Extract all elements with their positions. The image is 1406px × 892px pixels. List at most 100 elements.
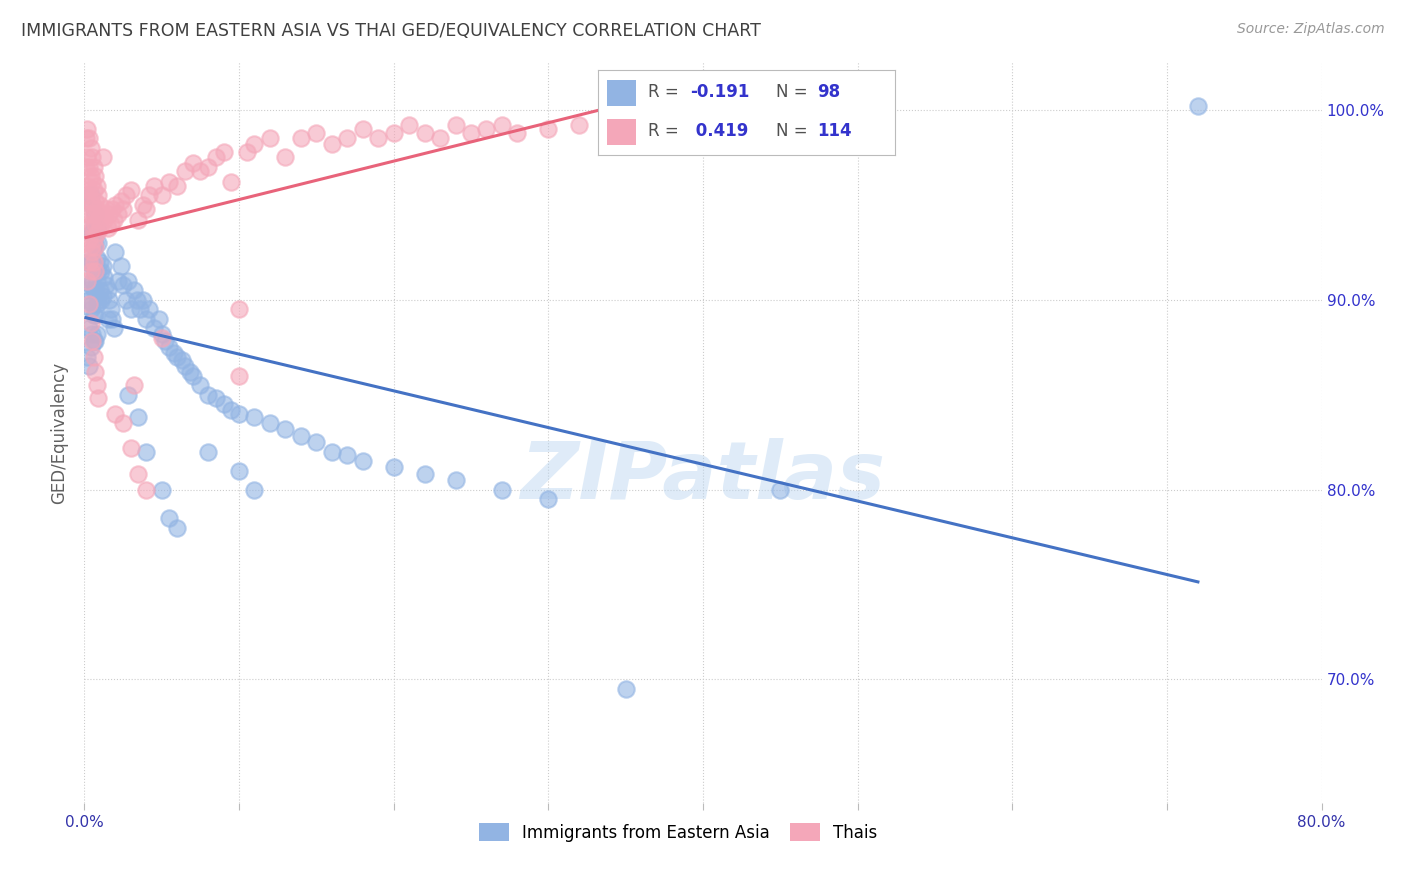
Point <box>181 156 204 170</box>
Point <box>98 207 121 221</box>
Point <box>110 259 132 273</box>
Point <box>84 217 107 231</box>
Point <box>103 321 125 335</box>
Point <box>91 259 114 273</box>
Point <box>75 160 97 174</box>
Point <box>83 254 105 268</box>
Point <box>87 264 110 278</box>
Point <box>91 150 114 164</box>
Point <box>79 340 101 354</box>
Point <box>120 302 142 317</box>
Point <box>76 121 98 136</box>
Point <box>91 289 114 303</box>
Point <box>460 126 482 140</box>
Point <box>290 131 312 145</box>
Point <box>723 106 745 120</box>
Point <box>89 254 111 268</box>
Point <box>129 302 152 317</box>
Point <box>398 118 420 132</box>
Point <box>692 112 714 127</box>
Point <box>228 368 250 383</box>
Point <box>77 321 100 335</box>
Point <box>84 308 107 322</box>
Point <box>352 121 374 136</box>
Point <box>188 378 211 392</box>
Point <box>87 392 110 406</box>
Point <box>163 346 186 360</box>
Point <box>93 213 115 227</box>
Point <box>769 483 792 497</box>
Point <box>1187 99 1209 113</box>
Point <box>181 368 204 383</box>
Point <box>188 163 211 178</box>
Point <box>76 235 98 250</box>
Point <box>170 353 193 368</box>
Point <box>491 483 513 497</box>
Point <box>159 340 180 354</box>
Point <box>614 112 637 127</box>
Point <box>104 407 127 421</box>
Point <box>107 274 129 288</box>
Point <box>174 359 197 374</box>
Point <box>120 441 142 455</box>
Point <box>93 269 115 284</box>
Point <box>197 387 219 401</box>
Point <box>212 397 235 411</box>
Legend: Immigrants from Eastern Asia, Thais: Immigrants from Eastern Asia, Thais <box>471 815 886 850</box>
Point <box>150 331 173 345</box>
Point <box>83 283 105 297</box>
Point <box>83 232 105 246</box>
Point <box>413 467 436 482</box>
Point <box>83 264 105 278</box>
Point <box>117 274 139 288</box>
Point <box>79 188 101 202</box>
Point <box>107 207 129 221</box>
Point <box>228 464 250 478</box>
Point <box>82 274 104 288</box>
Point <box>125 293 148 307</box>
Point <box>259 131 281 145</box>
Point <box>290 429 312 443</box>
Point <box>77 183 100 197</box>
Point <box>96 220 118 235</box>
Point <box>336 449 359 463</box>
Point <box>150 483 173 497</box>
Point <box>148 311 170 326</box>
Point <box>138 302 160 317</box>
Point <box>321 137 343 152</box>
Point <box>82 326 104 341</box>
Point <box>135 483 157 497</box>
Point <box>82 254 104 268</box>
Point <box>94 202 117 216</box>
Point <box>79 169 101 184</box>
Point <box>77 359 100 374</box>
Point <box>79 217 101 231</box>
Point <box>84 264 107 278</box>
Point <box>84 239 107 253</box>
Point <box>138 188 160 202</box>
Point <box>77 160 100 174</box>
Point <box>120 183 142 197</box>
Point <box>219 175 242 189</box>
Point <box>127 213 149 227</box>
Point <box>205 150 228 164</box>
Point <box>87 213 110 227</box>
Point <box>75 254 97 268</box>
Point <box>96 311 118 326</box>
Point <box>274 150 297 164</box>
Point <box>76 178 98 193</box>
Point <box>135 444 157 458</box>
Point <box>243 483 266 497</box>
Point <box>77 293 100 307</box>
Point <box>86 202 108 216</box>
Point <box>197 444 219 458</box>
Point <box>86 227 108 241</box>
Point <box>90 207 112 221</box>
Point <box>413 126 436 140</box>
Point <box>150 188 173 202</box>
Point <box>76 274 98 288</box>
Point <box>135 311 157 326</box>
Point <box>76 150 98 164</box>
Point <box>205 392 228 406</box>
Point <box>75 131 97 145</box>
